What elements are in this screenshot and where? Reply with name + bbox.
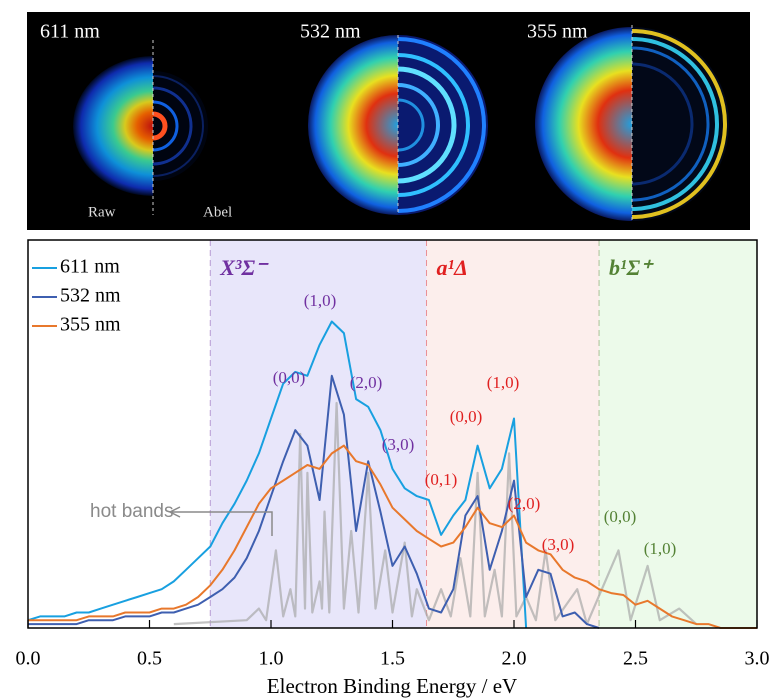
region-label: b¹Σ⁺ bbox=[609, 255, 654, 280]
plot-area: X³Σ⁻ a¹Δ b¹Σ⁺ 0.0 0.5 1.0 1.5 2.0 2.5 3.0 611 nm 53… bbox=[16, 239, 770, 670]
stick-spectrum bbox=[173, 401, 698, 626]
raw-label: Raw bbox=[88, 204, 116, 220]
hot-bands-arrow bbox=[168, 506, 273, 536]
image-label: 532 nm bbox=[300, 21, 361, 43]
annotations: (0,0) (1,0) (2,0) (3,0) (1,0) (0,0) (0,1… bbox=[90, 291, 676, 558]
peak-label: (1,0) bbox=[304, 291, 337, 310]
peak-label: (3,0) bbox=[542, 535, 575, 554]
abel-image bbox=[632, 27, 729, 221]
region bbox=[210, 240, 427, 628]
peak-label: (2,0) bbox=[508, 494, 541, 513]
image-panel: 611 nm 532 nm 355 nm Raw Abel bbox=[27, 12, 750, 230]
raw-image bbox=[73, 56, 153, 196]
series-line bbox=[28, 374, 600, 629]
abel-label: Abel bbox=[203, 204, 232, 220]
peak-label: (0,0) bbox=[450, 407, 483, 426]
region bbox=[426, 240, 600, 628]
x-tick-label: 2.5 bbox=[623, 648, 648, 670]
peak-label: (0,0) bbox=[604, 507, 637, 526]
peak-label: (3,0) bbox=[382, 435, 415, 454]
series-line bbox=[27, 320, 528, 629]
image-label: 611 nm bbox=[40, 21, 100, 43]
abel-image bbox=[398, 35, 488, 215]
hot-bands-label: hot bands bbox=[90, 501, 173, 522]
region-label: a¹Δ bbox=[437, 255, 468, 280]
x-tick-label: 2.0 bbox=[502, 648, 527, 670]
x-tick-label: 0.0 bbox=[16, 648, 41, 670]
legend-label: 355 nm bbox=[60, 314, 121, 336]
peak-label: (1,0) bbox=[487, 373, 520, 392]
peak-label: (0,1) bbox=[425, 470, 458, 489]
region-label: X³Σ⁻ bbox=[219, 255, 269, 280]
x-tick-label: 0.5 bbox=[137, 648, 162, 670]
peak-label: (2,0) bbox=[350, 373, 383, 392]
x-tick-label: 3.0 bbox=[745, 648, 770, 670]
raw-image bbox=[308, 35, 398, 215]
legend-label: 611 nm bbox=[60, 256, 120, 278]
image-label: 355 nm bbox=[527, 21, 588, 43]
peak-label: (1,0) bbox=[644, 539, 677, 558]
x-axis-title: Electron Binding Energy / eV bbox=[267, 674, 517, 698]
peak-label: (0,0) bbox=[273, 368, 306, 387]
legend-label: 532 nm bbox=[60, 285, 121, 307]
abel-image bbox=[153, 71, 208, 181]
series-line bbox=[28, 444, 757, 629]
x-tick-label: 1.5 bbox=[380, 648, 405, 670]
x-tick-label: 1.0 bbox=[259, 648, 284, 670]
region bbox=[599, 240, 757, 628]
raw-image bbox=[535, 27, 632, 221]
